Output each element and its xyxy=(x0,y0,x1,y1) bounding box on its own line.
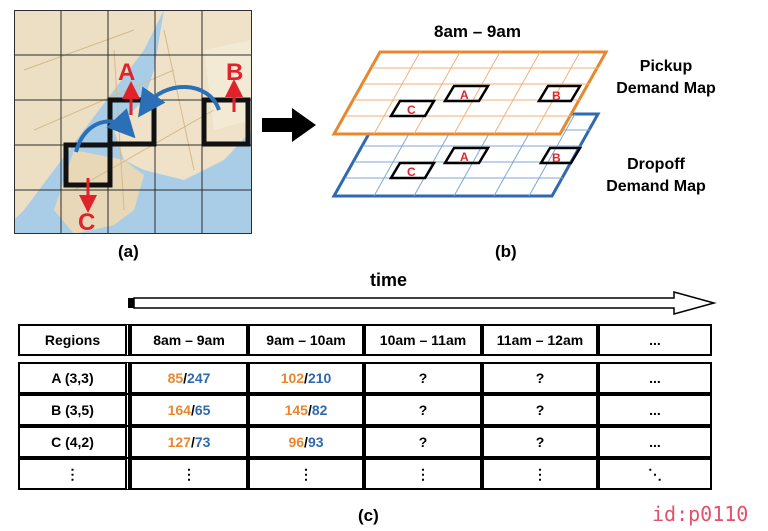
pickup-value: 127 xyxy=(167,434,191,450)
land-west xyxy=(14,10,164,220)
pickup-cell-b: B xyxy=(552,89,561,103)
flow-arrow-b-to-a xyxy=(138,85,221,118)
value-cell: 102/210 xyxy=(248,362,364,394)
dropoff-label-line1: Dropoff xyxy=(627,156,685,173)
ellipsis-cell: ... xyxy=(598,394,712,426)
dropoff-cell-a: A xyxy=(460,150,469,164)
vertical-ellipsis-cell: ⋮ xyxy=(482,458,598,490)
pickup-cell-a: A xyxy=(460,88,469,102)
label-b: B xyxy=(226,59,243,86)
col-header-10-11am: 10am – 11am xyxy=(364,324,482,356)
value-cell: 85/247 xyxy=(130,362,248,394)
dropoff-value: 210 xyxy=(307,370,332,386)
unknown-cell: ? xyxy=(482,426,598,458)
value-cell: 127/73 xyxy=(130,426,248,458)
diagonal-ellipsis-cell: ⋱ xyxy=(598,458,712,490)
col-header-8-9am: 8am – 9am xyxy=(130,324,248,356)
pickup-cell-c: C xyxy=(407,103,416,117)
vertical-ellipsis-cell: ⋮ xyxy=(364,458,482,490)
pickup-label-line2: Demand Map xyxy=(616,80,716,97)
unknown-cell: ? xyxy=(364,426,482,458)
value-cell: 145/82 xyxy=(248,394,364,426)
dropoff-value: 73 xyxy=(194,434,211,450)
col-header-9-10am: 9am – 10am xyxy=(248,324,364,356)
region-b-box xyxy=(201,97,251,147)
pickup-value: 102 xyxy=(280,370,305,386)
pickup-map-label: Pickup Demand Map xyxy=(596,56,736,100)
table-row: B (3,5) 164/65 145/82 ? ? ... xyxy=(18,394,712,426)
region-cell: A (3,3) xyxy=(18,362,130,394)
dropoff-map-label: Dropoff Demand Map xyxy=(586,154,726,198)
dropoff-cell-b: B xyxy=(552,151,561,165)
col-header-11-12am: 11am – 12am xyxy=(482,324,598,356)
dropoff-value: 93 xyxy=(307,434,324,450)
region-cell: B (3,5) xyxy=(18,394,130,426)
pickup-value: 164 xyxy=(167,402,191,418)
demand-table: Regions 8am – 9am 9am – 10am 10am – 11am… xyxy=(18,324,712,490)
table-header-row: Regions 8am – 9am 9am – 10am 10am – 11am… xyxy=(18,324,712,356)
pickup-value: 145 xyxy=(284,402,308,418)
caption-a: (a) xyxy=(118,242,139,261)
unknown-cell: ? xyxy=(482,394,598,426)
value-cell: 96/93 xyxy=(248,426,364,458)
vertical-ellipsis-cell: ⋮ xyxy=(248,458,364,490)
pickup-value: 96 xyxy=(288,434,305,450)
slash: / xyxy=(304,370,308,386)
dropoff-value: 247 xyxy=(187,370,211,386)
right-arrow-icon xyxy=(262,108,316,142)
slash: / xyxy=(190,402,195,418)
value-cell: 164/65 xyxy=(130,394,248,426)
map-border xyxy=(14,10,252,234)
vertical-ellipsis-cell: ⋮ xyxy=(130,458,248,490)
unknown-cell: ? xyxy=(364,362,482,394)
slash: / xyxy=(183,370,188,386)
time-axis-arrow xyxy=(128,291,717,315)
pickup-value: 85 xyxy=(167,370,184,386)
label-a: A xyxy=(118,59,135,86)
unknown-cell: ? xyxy=(364,394,482,426)
pickup-label-line1: Pickup xyxy=(639,58,693,75)
caption-b: (b) xyxy=(495,242,517,261)
table-row: C (4,2) 127/73 96/93 ? ? ... xyxy=(18,426,712,458)
demand-maps: A B C A B C xyxy=(331,50,609,198)
dropoff-label-line2: Demand Map xyxy=(606,178,706,195)
panel-b-title: 8am – 9am xyxy=(434,22,521,41)
label-c: C xyxy=(78,209,95,236)
vertical-ellipsis-cell: ⋮ xyxy=(18,458,130,490)
ellipsis-cell: ... xyxy=(598,426,712,458)
col-header-regions: Regions xyxy=(18,324,130,356)
flow-arrow-c-to-a xyxy=(74,108,136,153)
pickup-map-layer xyxy=(331,50,609,136)
dropoff-cell-c: C xyxy=(407,165,416,179)
table-row: A (3,3) 85/247 102/210 ? ? ... xyxy=(18,362,712,394)
unknown-cell: ? xyxy=(482,362,598,394)
dropoff-value: 82 xyxy=(311,402,328,418)
slash: / xyxy=(304,434,308,450)
dropoff-value: 65 xyxy=(194,402,211,418)
region-cell: C (4,2) xyxy=(18,426,130,458)
caption-c: (c) xyxy=(358,506,379,525)
col-header-more: ... xyxy=(598,324,712,356)
watermark: id:p0110 xyxy=(652,502,749,526)
city-map: A B C xyxy=(14,10,252,236)
ellipsis-cell: ... xyxy=(598,362,712,394)
time-label: time xyxy=(370,270,408,290)
slash: / xyxy=(190,434,195,450)
table-row: ⋮ ⋮ ⋮ ⋮ ⋮ ⋱ xyxy=(18,458,712,490)
slash: / xyxy=(307,402,312,418)
